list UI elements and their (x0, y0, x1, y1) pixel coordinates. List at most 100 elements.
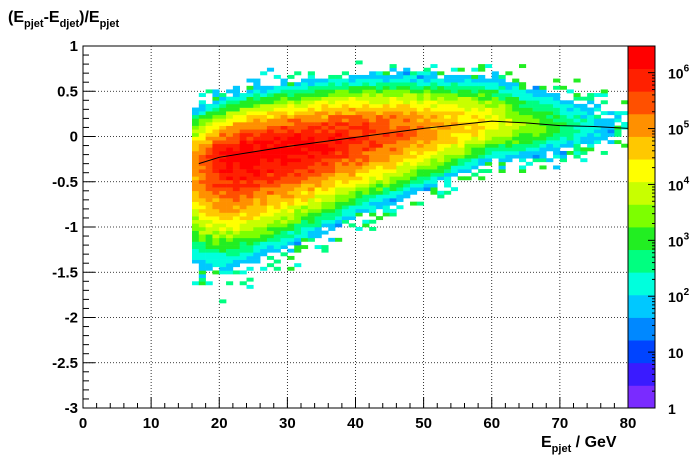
heatmap-cell (273, 143, 281, 148)
heatmap-cell (232, 118, 240, 123)
heatmap-cell (593, 122, 602, 126)
heatmap-cell (314, 212, 322, 217)
heatmap-cell (389, 140, 397, 145)
heatmap-cell (471, 172, 479, 177)
heatmap-cell (280, 114, 288, 119)
heatmap-cell (396, 190, 404, 195)
heatmap-cell (273, 183, 281, 188)
heatmap-cell (539, 89, 547, 94)
heatmap-cell (192, 111, 200, 116)
heatmap-cell (239, 194, 247, 199)
heatmap-cell (498, 103, 506, 108)
heatmap-cell (457, 100, 465, 105)
heatmap-cell (335, 179, 343, 184)
heatmap-cell (219, 129, 227, 134)
heatmap-cell (403, 136, 411, 141)
heatmap-cell (355, 140, 363, 145)
heatmap-cell (362, 179, 370, 184)
heatmap-cell (294, 198, 302, 202)
heatmap-cell (266, 158, 275, 163)
heatmap-cell (498, 107, 506, 112)
heatmap-cell (505, 129, 513, 134)
heatmap-cell (287, 122, 295, 126)
heatmap-cell (287, 118, 295, 123)
heatmap-cell (341, 114, 349, 119)
heatmap-cell (403, 129, 411, 134)
heatmap-cell (437, 129, 445, 134)
heatmap-cell (484, 114, 493, 119)
heatmap-cell (232, 198, 240, 202)
heatmap-cell (219, 96, 227, 101)
heatmap-cell (232, 111, 240, 116)
heatmap-cell (416, 143, 424, 148)
heatmap-cell (273, 198, 281, 202)
heatmap-cell (444, 136, 452, 141)
heatmap-cell (328, 176, 336, 181)
heatmap-cell (355, 205, 363, 210)
heatmap-cell (457, 96, 465, 101)
heatmap-cell (307, 201, 315, 206)
heatmap-cell (450, 158, 458, 163)
heatmap-cell (525, 89, 533, 94)
heatmap-cell (369, 114, 377, 119)
heatmap-cell (212, 114, 220, 119)
heatmap-cell (198, 125, 206, 130)
heatmap-cell (198, 241, 206, 246)
heatmap-cell (226, 103, 234, 108)
heatmap-cell (287, 227, 295, 231)
heatmap-cell (457, 82, 465, 87)
heatmap-cell (389, 96, 397, 101)
heatmap-cell (273, 147, 281, 152)
heatmap-cell (280, 111, 288, 116)
heatmap-cell (266, 89, 275, 94)
heatmap-cell (205, 125, 213, 130)
heatmap-cell (335, 132, 343, 137)
heatmap-cell (505, 111, 513, 116)
heatmap-cell (396, 161, 404, 166)
heatmap-cell (192, 147, 200, 152)
heatmap-cell (205, 140, 213, 145)
heatmap-cell (450, 165, 458, 170)
heatmap-cell (260, 136, 268, 141)
heatmap-cell (335, 140, 343, 145)
heatmap-cell (389, 125, 397, 130)
heatmap-cell (505, 118, 513, 123)
heatmap-cell (301, 198, 309, 202)
heatmap-cell (600, 125, 608, 130)
heatmap-cell (273, 245, 281, 250)
heatmap-cell (478, 89, 486, 94)
heatmap-cell (491, 85, 499, 90)
heatmap-cell (403, 179, 411, 184)
heatmap-cell (219, 100, 227, 105)
heatmap-cell (212, 245, 220, 250)
heatmap-cell (314, 216, 322, 221)
heatmap-cell (341, 71, 349, 76)
heatmap-cell (471, 140, 479, 145)
heatmap-cell (389, 147, 397, 152)
heatmap-cell (437, 147, 445, 152)
heatmap-cell (219, 132, 227, 137)
heatmap-cell (607, 122, 615, 126)
heatmap-cell (335, 154, 343, 159)
heatmap-cell (498, 82, 506, 87)
heatmap-cell (328, 129, 336, 134)
heatmap-cell (573, 143, 581, 148)
heatmap-cell (396, 122, 404, 126)
heatmap-cell (375, 179, 384, 184)
heatmap-cell (457, 85, 465, 90)
heatmap-cell (314, 183, 322, 188)
heatmap-cell (266, 190, 275, 195)
heatmap-cell (450, 78, 458, 83)
heatmap-cell (539, 93, 547, 97)
heatmap-cell (355, 122, 363, 126)
heatmap-cell (260, 129, 268, 134)
heatmap-cell (532, 125, 540, 130)
heatmap-cell (205, 89, 213, 94)
heatmap-cell (226, 107, 234, 112)
heatmap-cell (587, 125, 595, 130)
heatmap-cell (382, 169, 390, 173)
heatmap-cell (478, 82, 486, 87)
heatmap-cell (301, 78, 309, 83)
heatmap-cell (273, 172, 281, 177)
heatmap-cell (321, 158, 329, 163)
